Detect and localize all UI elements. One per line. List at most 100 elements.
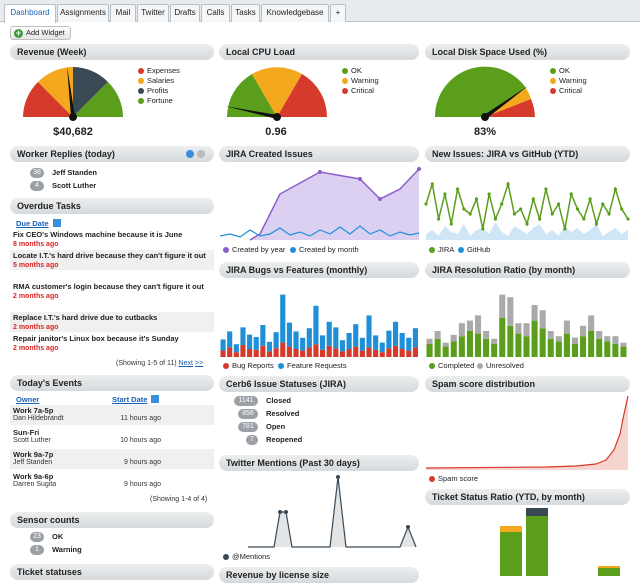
bar-completed bbox=[483, 338, 490, 357]
status-label[interactable]: Resolved bbox=[266, 409, 300, 418]
bar-bug bbox=[379, 352, 385, 357]
revenue-license-header[interactable]: Revenue by license size bbox=[219, 567, 419, 583]
bar-completed bbox=[596, 338, 603, 357]
tab-bar: Dashboard Assignments Mail Twitter Draft… bbox=[0, 0, 640, 23]
jira-point bbox=[575, 207, 580, 211]
list-item[interactable]: Replace I.T.'s hard drive due to cutback… bbox=[10, 312, 214, 332]
events-header[interactable]: Today's Events bbox=[10, 375, 214, 391]
worker-name[interactable]: Scott Luther bbox=[52, 181, 97, 190]
jira-point bbox=[525, 222, 529, 226]
bar-feature bbox=[293, 331, 299, 349]
bar-feature bbox=[286, 322, 292, 347]
cpu-legend-warning: Warning bbox=[342, 76, 379, 86]
jira-point bbox=[449, 222, 453, 226]
mentions-legend: @Mentions bbox=[223, 552, 270, 562]
bar-completed bbox=[531, 320, 538, 357]
cpu-load-header[interactable]: Local CPU Load bbox=[219, 44, 419, 60]
twitter-mentions-header[interactable]: Twitter Mentions (Past 30 days) bbox=[219, 455, 419, 471]
sensor-counts-header[interactable]: Sensor counts bbox=[10, 512, 214, 528]
list-item[interactable]: RMA customer's login because they can't … bbox=[13, 282, 204, 300]
bar-feature bbox=[339, 340, 346, 352]
jira-point bbox=[462, 207, 466, 211]
list-item[interactable]: Repair janitor's Linux box because it's … bbox=[13, 334, 179, 352]
bar-completed bbox=[547, 338, 554, 357]
cerb6-header[interactable]: Cerb6 Issue Statuses (JIRA) bbox=[219, 376, 419, 392]
bar-bug bbox=[273, 348, 279, 357]
bar-bug bbox=[253, 349, 259, 357]
bar-unresolved bbox=[523, 323, 530, 337]
spam-score-chart bbox=[425, 395, 629, 470]
ticket-ratio-header[interactable]: Ticket Status Ratio (YTD, by month) bbox=[425, 489, 630, 505]
bar-feature bbox=[386, 330, 392, 349]
bar-bug bbox=[346, 349, 352, 357]
bar-completed bbox=[612, 344, 619, 357]
bar-feature bbox=[346, 333, 352, 349]
jira-point bbox=[430, 182, 434, 186]
tab-twitter[interactable]: Twitter bbox=[137, 4, 169, 22]
sensor-label[interactable]: Warning bbox=[52, 545, 82, 554]
start-date-column-link[interactable]: Start Date bbox=[112, 395, 148, 404]
jira-point bbox=[487, 192, 491, 196]
jira-point bbox=[506, 182, 510, 186]
bar-completed bbox=[571, 344, 579, 357]
status-count: 7 bbox=[246, 435, 258, 445]
overdue-tasks-header[interactable]: Overdue Tasks bbox=[10, 198, 214, 214]
bar-bug bbox=[359, 350, 365, 357]
bar-completed bbox=[442, 346, 449, 357]
bar-bug bbox=[313, 344, 319, 357]
jira-point bbox=[500, 202, 504, 206]
due-date-sort-link[interactable]: Due Date bbox=[16, 219, 49, 228]
list-item[interactable]: Fix CEO's Windows machine because it is … bbox=[13, 230, 183, 248]
worker-replies-header[interactable]: Worker Replies (today) bbox=[10, 146, 214, 162]
sensor-label[interactable]: OK bbox=[52, 532, 64, 541]
jira-point bbox=[607, 212, 611, 216]
bar-bug bbox=[386, 348, 392, 357]
bar-feature bbox=[280, 294, 286, 343]
disk-space-header[interactable]: Local Disk Space Used (%) bbox=[425, 44, 630, 60]
bar-unresolved bbox=[507, 297, 514, 326]
table-row[interactable]: Work 9a-7p Jeff Standen 9 hours ago bbox=[10, 449, 214, 469]
revenue-header[interactable]: Revenue (Week) bbox=[10, 44, 214, 60]
jira-point bbox=[556, 202, 561, 206]
tab-assignments[interactable]: Assignments bbox=[57, 4, 109, 22]
new-issues-header[interactable]: New Issues: JIRA vs GitHub (YTD) bbox=[425, 146, 630, 162]
bar-bug bbox=[373, 349, 379, 357]
refresh-icon[interactable] bbox=[186, 149, 208, 159]
status-label[interactable]: Open bbox=[266, 422, 286, 431]
table-row[interactable]: Work 7a-5p Dan Hildebrandt 11 hours ago bbox=[10, 405, 214, 425]
table-row[interactable]: Work 9a-6p Darren Sugita 9 hours ago bbox=[13, 472, 161, 488]
list-item[interactable]: Locate I.T.'s hard drive because they ca… bbox=[10, 250, 214, 270]
table-row[interactable]: Sun-Fri Scott Luther 10 hours ago bbox=[13, 428, 161, 444]
bar-completed bbox=[523, 336, 530, 357]
tab-add[interactable]: + bbox=[330, 4, 346, 22]
jira-legend-month: Created by month bbox=[290, 245, 359, 255]
tab-mail[interactable]: Mail bbox=[110, 4, 136, 22]
tab-dashboard[interactable]: Dashboard bbox=[4, 4, 56, 23]
bar-feature bbox=[326, 321, 332, 346]
bar-unresolved bbox=[612, 336, 619, 344]
bar-completed bbox=[426, 344, 433, 357]
status-label[interactable]: Closed bbox=[266, 396, 292, 405]
owner-column-link[interactable]: Owner bbox=[16, 395, 40, 404]
status-label[interactable]: Reopened bbox=[266, 435, 303, 444]
spam-score-header[interactable]: Spam score distribution bbox=[425, 376, 630, 392]
add-widget-button[interactable]: + Add Widget bbox=[10, 26, 71, 40]
tab-calls[interactable]: Calls bbox=[201, 4, 230, 22]
bar-unresolved bbox=[588, 315, 595, 331]
bar-feature bbox=[399, 333, 405, 349]
bugs-features-header[interactable]: JIRA Bugs vs Features (monthly) bbox=[219, 262, 419, 278]
bar-unresolved bbox=[434, 331, 441, 339]
tab-tasks[interactable]: Tasks bbox=[231, 4, 260, 22]
tab-drafts[interactable]: Drafts bbox=[170, 4, 200, 22]
resolution-ratio-header[interactable]: JIRA Resolution Ratio (by month) bbox=[425, 262, 630, 278]
bar-bug bbox=[300, 350, 306, 357]
worker-name[interactable]: Jeff Standen bbox=[52, 168, 98, 177]
jira-created-header[interactable]: JIRA Created Issues bbox=[219, 146, 419, 162]
ticket-statuses-header[interactable]: Ticket statuses bbox=[10, 564, 214, 580]
add-widget-label: Add Widget bbox=[26, 28, 65, 37]
next-arrow-link[interactable]: >> bbox=[194, 360, 204, 367]
next-link[interactable]: Next bbox=[178, 360, 193, 367]
jira-point bbox=[437, 217, 441, 221]
tab-knowledgebase[interactable]: Knowledgebase bbox=[261, 4, 329, 22]
bar-feature bbox=[273, 332, 279, 349]
